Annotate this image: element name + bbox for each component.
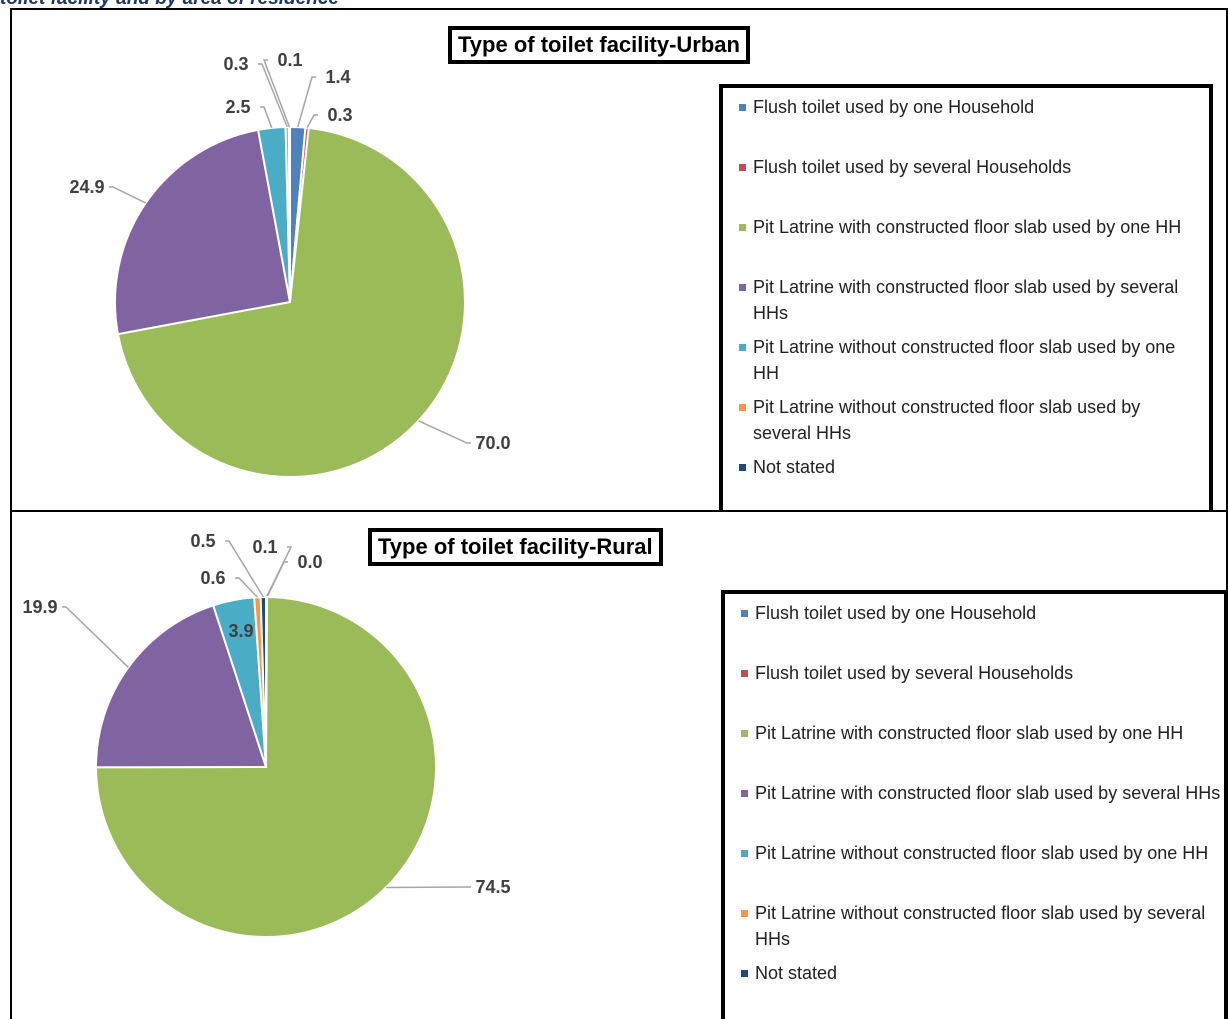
legend-item: Pit Latrine with constructed floor slab … (741, 720, 1224, 780)
leader-line (297, 76, 316, 128)
pie-slice (259, 595, 267, 768)
pie-slice (94, 595, 437, 938)
leader-line (62, 606, 129, 668)
data-label: 0.0 (297, 552, 322, 572)
data-label: 0.5 (190, 531, 215, 551)
leader-line (306, 114, 318, 129)
legend-swatch (739, 464, 746, 471)
data-label: 74.5 (475, 877, 510, 897)
leader-line (266, 561, 288, 598)
data-label: 0.3 (223, 54, 248, 74)
legend-label: Flush toilet used by one Household (755, 603, 1037, 623)
legend-swatch (739, 404, 746, 411)
legend-item: Pit Latrine with constructed floor slab … (739, 214, 1209, 274)
legend-swatch (741, 850, 748, 857)
legend-swatch (739, 104, 746, 111)
leader-line (262, 59, 291, 128)
data-label: 0.3 (327, 105, 352, 125)
legend-item: Flush toilet used by several Households (741, 660, 1224, 720)
legend-swatch (739, 164, 746, 171)
chart-title: Type of toilet facility-Urban (448, 26, 750, 64)
data-label: 0.1 (277, 50, 302, 70)
legend-item: Flush toilet used by one Household (739, 94, 1209, 154)
leader-line (258, 63, 288, 128)
legend-swatch (741, 730, 748, 737)
legend-item: Pit Latrine without constructed floor sl… (739, 334, 1209, 394)
legend-swatch (741, 790, 748, 797)
heading: toilet facility and by area of residence (0, 0, 339, 10)
legend-item: Pit Latrine with constructed floor slab … (741, 780, 1224, 840)
legend-item: Flush toilet used by one Household (741, 600, 1224, 660)
legend-swatch (741, 610, 748, 617)
pie-slice (287, 125, 291, 303)
legend-swatch (741, 670, 748, 677)
legend-item: Pit Latrine without constructed floor sl… (739, 394, 1209, 454)
legend-label: Pit Latrine without constructed floor sl… (753, 397, 1141, 443)
legend-label: Not stated (755, 963, 838, 983)
legend-item: Not stated (741, 960, 1224, 1019)
legend-swatch (741, 910, 748, 917)
data-label: 0.6 (200, 568, 225, 588)
data-label: 70.0 (475, 433, 510, 453)
data-label: 19.9 (22, 597, 57, 617)
pie-slice (114, 128, 292, 336)
legend-swatch (739, 224, 746, 231)
data-label: 0.1 (252, 537, 277, 557)
legend-swatch (739, 284, 746, 291)
leader-line (235, 577, 258, 598)
leader-line (109, 186, 147, 204)
legend-label: Flush toilet used by several Households (753, 157, 1072, 177)
data-label: 1.4 (325, 67, 350, 87)
leader-line (418, 420, 471, 444)
legend: Flush toilet used by one Household Flush … (721, 590, 1228, 1019)
legend-label: Not stated (753, 457, 836, 477)
leader-line (260, 106, 273, 129)
legend-item: Pit Latrine without constructed floor sl… (741, 840, 1224, 900)
legend-label: Pit Latrine with constructed floor slab … (753, 217, 1182, 237)
legend-label: Pit Latrine without constructed floor sl… (755, 843, 1209, 863)
legend-label: Pit Latrine without constructed floor sl… (755, 903, 1206, 949)
legend-label: Flush toilet used by one Household (753, 97, 1035, 117)
legend-item: Flush toilet used by several Households (739, 154, 1209, 214)
legend-label: Pit Latrine with constructed floor slab … (755, 723, 1184, 743)
legend-swatch (741, 970, 748, 977)
pie-slice (116, 126, 466, 478)
legend-label: Pit Latrine with constructed floor slab … (755, 783, 1221, 803)
legend-item: Not stated (739, 454, 1209, 514)
legend-label: Pit Latrine with constructed floor slab … (753, 277, 1179, 323)
data-label: 3.9 (228, 621, 253, 641)
legend-label: Flush toilet used by several Households (755, 663, 1074, 683)
data-label: 2.5 (225, 97, 250, 117)
legend-item: Pit Latrine without constructed floor sl… (741, 900, 1224, 960)
pie-slice (94, 604, 268, 769)
legend-item: Pit Latrine with constructed floor slab … (739, 274, 1209, 334)
leader-line (225, 540, 264, 598)
legend-swatch (739, 344, 746, 351)
legend-label: Pit Latrine without constructed floor sl… (753, 337, 1176, 383)
legend: Flush toilet used by one Household Flush … (719, 84, 1213, 512)
data-label: 24.9 (69, 177, 104, 197)
chart-title: Type of toilet facility-Rural (368, 528, 663, 566)
